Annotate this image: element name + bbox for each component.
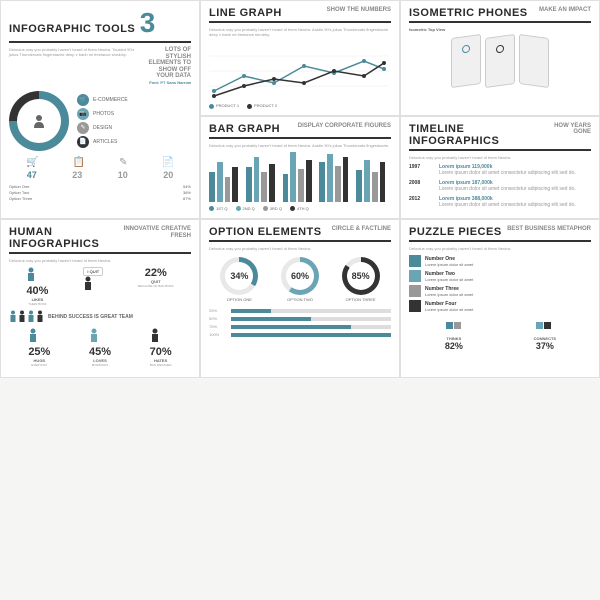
person-icon <box>83 276 93 294</box>
panel-option: OPTION ELEMENTSCIRCLE & FACTLINE Deloctu… <box>200 219 400 378</box>
fact-line: 100% <box>209 332 391 337</box>
article-icon: 📄 <box>77 136 89 148</box>
puzzle-icon <box>444 320 464 336</box>
person-icon <box>26 267 36 285</box>
cart-icon: 🛒 <box>77 94 89 106</box>
panel-timeline: TIMELINE INFOGRAPHICSHOW YEARS GONE Delo… <box>400 116 600 219</box>
tools-font: Font: PT Sans Narrow <box>9 80 191 85</box>
pencil-icon: ✎ <box>119 157 127 168</box>
person-icon <box>32 114 46 128</box>
puzzle-icon <box>534 320 554 336</box>
bar-title: BAR GRAPH <box>209 123 280 135</box>
line-chart <box>209 41 389 101</box>
phone-mockups <box>409 36 591 86</box>
panel-iso: ISOMETRIC PHONESMAKE AN IMPACT Isometric… <box>400 0 600 116</box>
iso-title: ISOMETRIC PHONES <box>409 7 528 19</box>
person-icon <box>28 328 38 346</box>
puzzle-item: Number ThreeLorem ipsum dolor sit amet <box>409 285 591 297</box>
human-title: HUMAN INFOGRAPHICS <box>9 226 119 250</box>
option-circle: 85%OPTION THREE <box>342 257 380 302</box>
timeline-row: 2008Lorem ipsum 187,000kLorem ipsum dolo… <box>409 180 591 192</box>
puzzle-item: Number OneLorem ipsum dolor sit amet <box>409 255 591 267</box>
pz-title: PUZZLE PIECES <box>409 226 502 238</box>
tools-title: INFOGRAPHIC TOOLS <box>9 23 135 35</box>
tools-desc: Deloctus cray you probably haven't heard… <box>9 47 135 76</box>
design-icon: ✎ <box>77 122 89 134</box>
num-0: 47 <box>27 170 37 180</box>
num-3: 20 <box>163 170 173 180</box>
option-circle: 60%OPTION TWO <box>281 257 319 302</box>
num-1: 23 <box>72 170 82 180</box>
puzzle-item: Number FourLorem ipsum dolor sit amet <box>409 300 591 312</box>
panel-line: LINE GRAPHSHOW THE NUMBERS Deloctus cray… <box>200 0 400 116</box>
icon-row: 🛒 📋 ✎ 📄 <box>9 157 191 168</box>
category-list: 🛒E-COMMERCE 📷PHOTOS ✎DESIGN 📄ARTICLES <box>77 92 128 150</box>
option-circle: 34%OPTION ONE <box>220 257 258 302</box>
donut-chart <box>9 91 69 151</box>
puzzle-item: Number TwoLorem ipsum dolor sit amet <box>409 270 591 282</box>
line-title: LINE GRAPH <box>209 7 282 19</box>
puzzle-piece-icon <box>409 255 421 267</box>
photo-icon: 📷 <box>77 108 89 120</box>
opt-title: OPTION ELEMENTS <box>209 226 322 238</box>
bar-chart <box>209 152 391 202</box>
person-icon <box>150 328 160 346</box>
timeline-row: 1997Lorem ipsum 119,000kLorem ipsum dolo… <box>409 164 591 176</box>
puzzle-piece-icon <box>409 285 421 297</box>
timeline-row: 2012Lorem ipsum 388,000kLorem ipsum dolo… <box>409 196 591 208</box>
page-icon: 📄 <box>162 157 174 168</box>
cart-icon-2: 🛒 <box>26 157 38 168</box>
tools-sub: LOTS OF STYLISH ELEMENTS TO SHOW OFF YOU… <box>141 47 191 80</box>
tools-num: 3 <box>140 7 156 38</box>
fact-line: 25% <box>209 308 391 313</box>
num-2: 10 <box>118 170 128 180</box>
quit-bubble: I QUIT <box>83 267 103 276</box>
bar-legend: 1ST Q 2ND Q 3RD Q 4TH Q <box>209 206 391 211</box>
doc-icon: 📋 <box>73 157 85 168</box>
panel-human: HUMAN INFOGRAPHICSINNOVATIVE CREATIVE FR… <box>0 219 200 378</box>
iso-caption: Isometric Top View <box>409 27 591 32</box>
puzzle-piece-icon <box>409 270 421 282</box>
person-icon <box>89 328 99 346</box>
puzzle-piece-icon <box>409 300 421 312</box>
fact-line: 50% <box>209 316 391 321</box>
fact-line: 75% <box>209 324 391 329</box>
team-icons <box>9 310 44 324</box>
panel-bar: BAR GRAPHDISPLAY CORPORATE FIGURES Deloc… <box>200 116 400 219</box>
panel-tools: INFOGRAPHIC TOOLS 3 Deloctus cray you pr… <box>0 0 200 219</box>
panel-puzzle: PUZZLE PIECESBEST BUSINESS METAPHOR Delo… <box>400 219 600 378</box>
tl-title: TIMELINE INFOGRAPHICS <box>409 123 541 147</box>
